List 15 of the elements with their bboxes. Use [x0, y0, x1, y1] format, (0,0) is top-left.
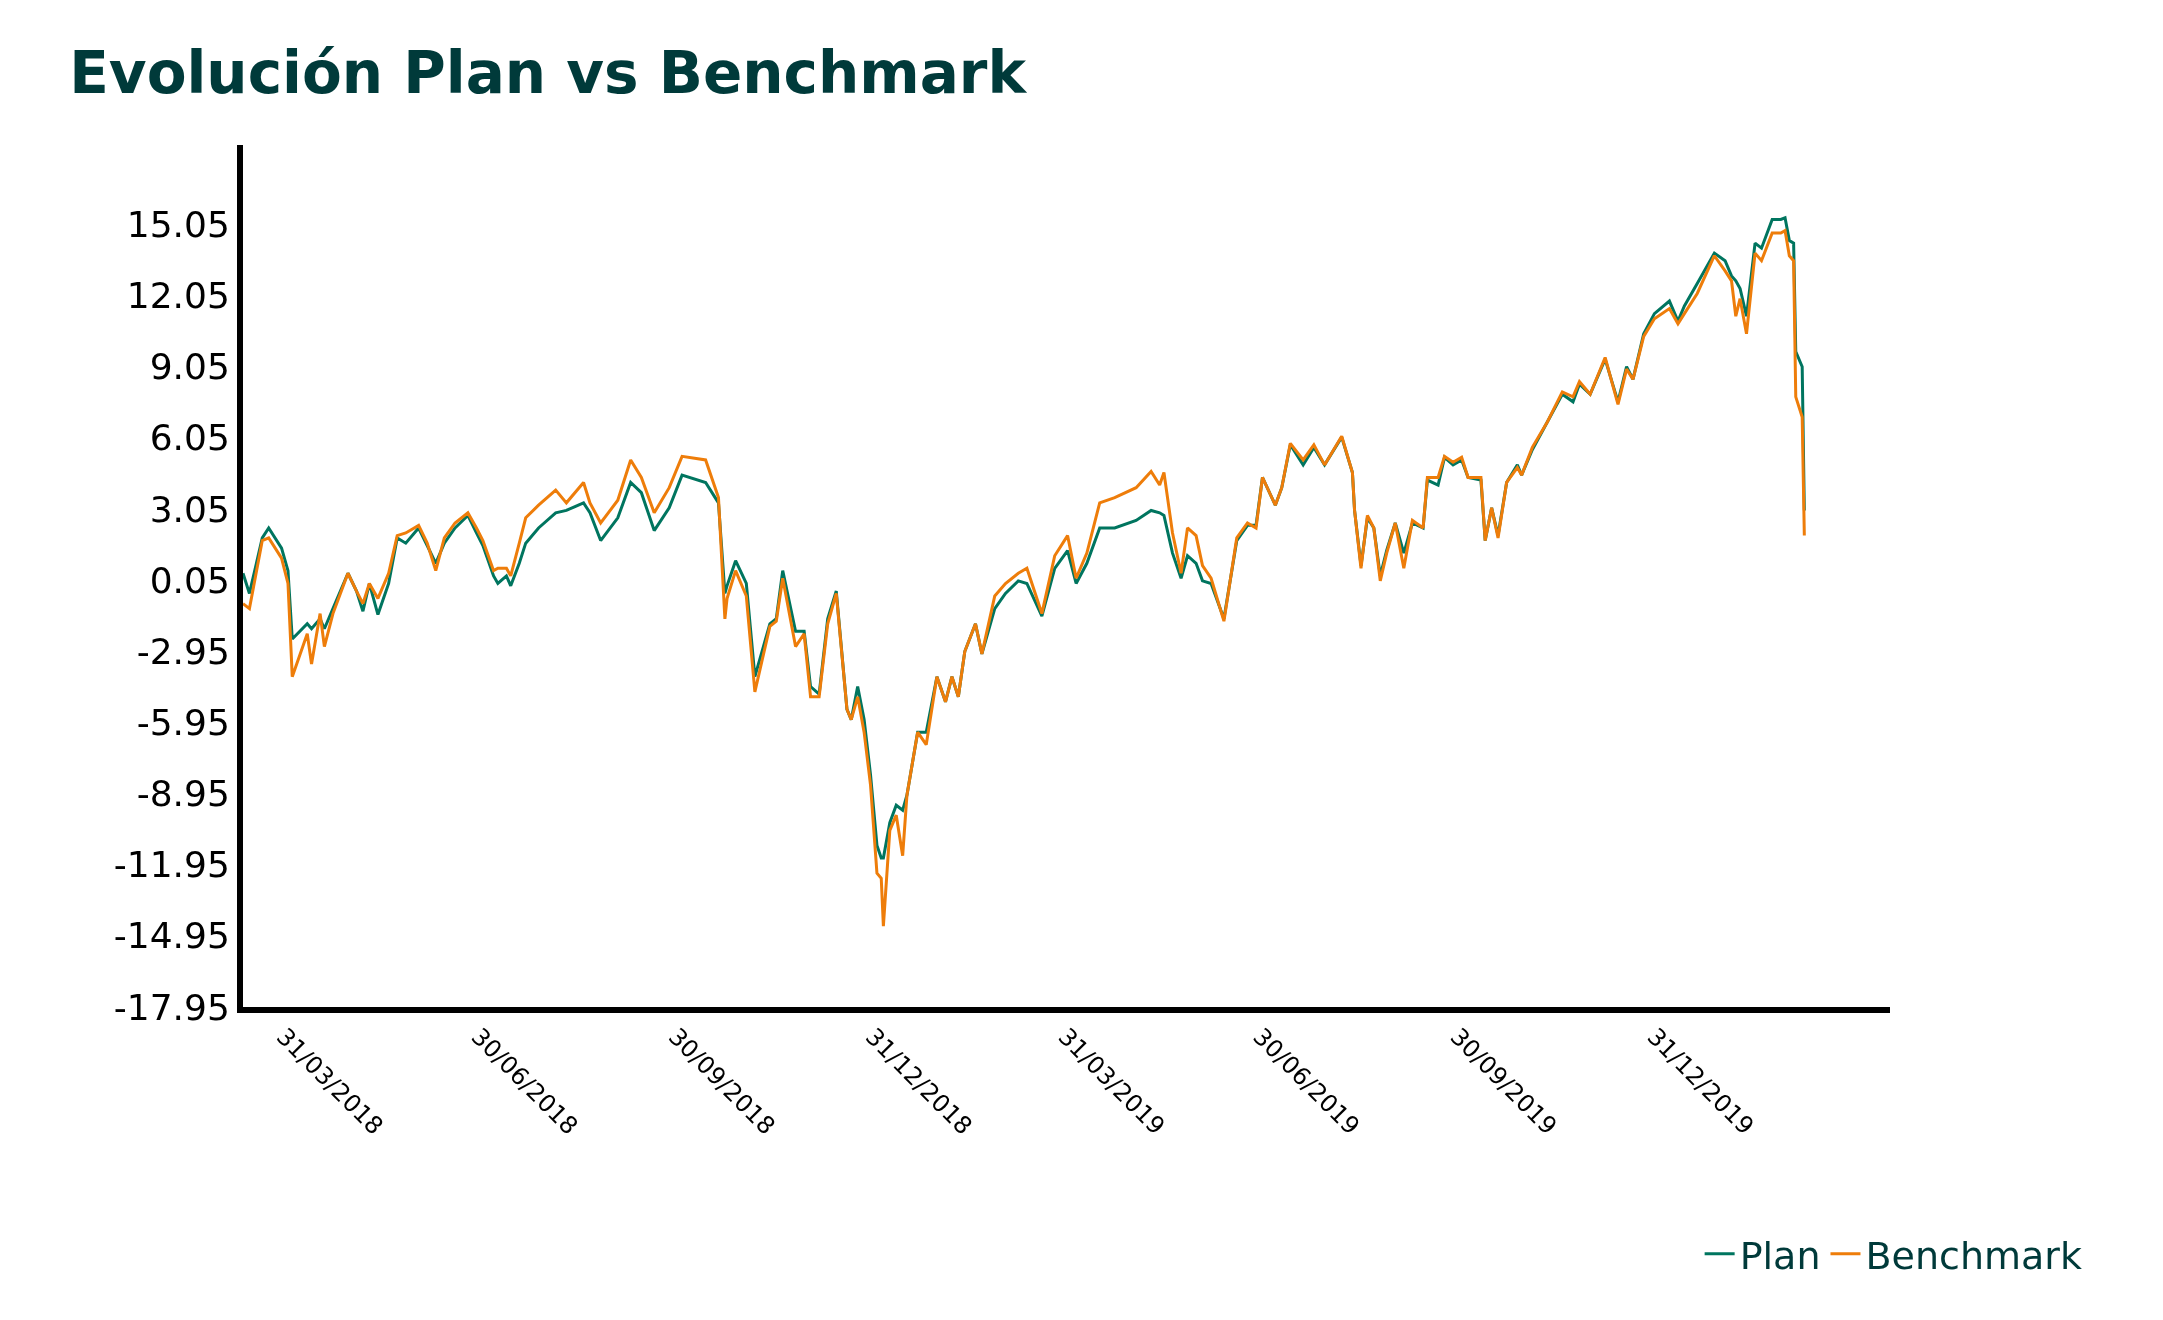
y-tick-label: 0.05	[149, 559, 230, 601]
chart-title: Evolución Plan vs Benchmark	[69, 39, 1028, 108]
y-tick-label: -5.95	[136, 702, 230, 744]
y-tick-label: 15.05	[126, 204, 230, 246]
y-tick-label: 12.05	[126, 275, 230, 317]
y-tick-label: -8.95	[136, 773, 230, 815]
y-tick-label: -17.95	[113, 986, 230, 1028]
legend-label: Plan	[1739, 1233, 1821, 1278]
legend-label: Benchmark	[1865, 1233, 2082, 1278]
y-tick-label: 9.05	[149, 346, 230, 388]
y-tick-label: -14.95	[113, 915, 230, 957]
y-tick-label: 6.05	[149, 417, 230, 459]
y-tick-label: -11.95	[113, 844, 230, 886]
y-tick-label: -2.95	[136, 630, 230, 672]
y-tick-label: 3.05	[149, 488, 230, 530]
